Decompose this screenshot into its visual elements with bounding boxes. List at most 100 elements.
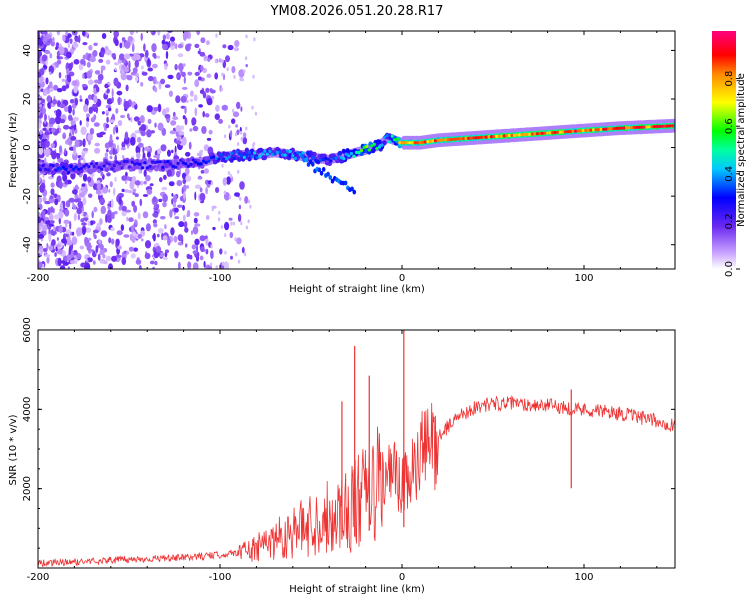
ridge-blob xyxy=(54,162,60,168)
ridge-core xyxy=(563,130,568,134)
noise-speck xyxy=(206,73,212,79)
noise-speck xyxy=(97,253,101,261)
noise-speck xyxy=(236,142,240,146)
noise-speck xyxy=(89,56,96,63)
ridge-blob xyxy=(372,146,377,152)
noise-speck xyxy=(170,227,175,236)
noise-speck xyxy=(53,84,59,91)
noise-speck xyxy=(170,41,176,47)
ridge-core xyxy=(390,134,394,138)
noise-speck xyxy=(174,63,178,71)
noise-speck xyxy=(82,217,89,221)
noise-speck xyxy=(115,136,119,140)
ridge-core xyxy=(268,149,272,153)
spectrogram-frame xyxy=(37,30,676,270)
noise-speck xyxy=(103,260,108,265)
noise-speck xyxy=(177,234,184,242)
ridge-core xyxy=(609,127,613,131)
noise-speck xyxy=(140,130,146,137)
ridge-core xyxy=(232,157,236,161)
noise-speck xyxy=(114,67,117,71)
x-tick-label: -100 xyxy=(209,572,232,583)
noise-speck xyxy=(39,56,43,64)
noise-speck xyxy=(152,63,158,69)
ridge-core xyxy=(423,140,427,144)
ridge-core xyxy=(591,128,596,132)
ridge-core xyxy=(270,152,274,157)
noise-speck xyxy=(227,44,234,51)
ridge-blob xyxy=(341,148,346,154)
y-tick-label: -40 xyxy=(22,237,33,253)
noise-speck xyxy=(245,34,248,39)
noise-speck xyxy=(109,155,113,160)
noise-speck xyxy=(104,142,109,149)
noise-speck xyxy=(46,243,49,249)
noise-speck xyxy=(79,120,82,126)
noise-speck xyxy=(114,39,119,47)
noise-speck xyxy=(44,50,51,55)
ridge-core xyxy=(484,135,488,139)
ridge-core xyxy=(456,137,460,141)
noise-speck xyxy=(230,130,233,138)
noise-speck xyxy=(38,146,44,155)
noise-speck xyxy=(59,202,64,211)
noise-speck xyxy=(119,69,125,75)
noise-speck xyxy=(109,181,113,188)
noise-speck xyxy=(182,191,186,200)
noise-speck xyxy=(185,43,191,52)
noise-speck xyxy=(134,59,139,68)
ridge-core xyxy=(530,132,534,136)
noise-speck xyxy=(82,147,89,152)
ridge-core xyxy=(408,141,412,145)
noise-speck xyxy=(239,130,243,135)
noise-speck xyxy=(221,72,224,77)
noise-speck xyxy=(92,50,98,57)
noise-speck xyxy=(194,184,201,189)
noise-speck xyxy=(113,31,119,38)
noise-speck xyxy=(107,205,111,210)
noise-speck xyxy=(137,120,141,126)
ridge-core xyxy=(56,166,61,171)
noise-speck xyxy=(131,200,136,207)
noise-speck xyxy=(161,39,166,46)
noise-speck xyxy=(123,53,131,60)
noise-speck xyxy=(192,250,198,254)
noise-speck xyxy=(240,221,243,226)
noise-speck xyxy=(236,237,242,245)
noise-speck xyxy=(110,227,115,232)
ridge-core xyxy=(421,140,425,144)
noise-speck xyxy=(62,135,66,139)
ridge-core xyxy=(92,164,96,168)
noise-speck xyxy=(46,256,50,264)
noise-speck xyxy=(144,252,151,260)
noise-speck xyxy=(134,130,140,134)
noise-speck xyxy=(59,145,63,153)
ridge-core xyxy=(174,165,178,169)
noise-speck xyxy=(85,227,92,233)
noise-speck xyxy=(79,245,85,250)
ridge-core xyxy=(574,129,578,133)
noise-speck xyxy=(45,77,49,85)
ridge-core xyxy=(413,141,417,145)
noise-speck xyxy=(49,220,55,224)
noise-speck xyxy=(126,216,129,222)
noise-speck xyxy=(62,34,66,42)
noise-speck xyxy=(141,238,144,242)
noise-speck xyxy=(38,83,41,90)
noise-speck xyxy=(134,193,139,198)
noise-speck xyxy=(154,260,158,266)
noise-speck xyxy=(87,176,92,183)
ridge-blob xyxy=(312,151,317,157)
noise-speck xyxy=(72,149,77,156)
noise-speck xyxy=(45,217,49,221)
noise-speck xyxy=(252,74,255,79)
noise-speck xyxy=(234,40,240,48)
noise-speck xyxy=(59,103,66,109)
ridge-core xyxy=(377,145,381,149)
ridge-core xyxy=(518,133,522,137)
ridge-core xyxy=(561,130,565,134)
noise-speck xyxy=(124,189,129,193)
ridge-core xyxy=(395,137,399,141)
ridge-branch xyxy=(317,167,322,173)
noise-speck xyxy=(73,144,77,151)
